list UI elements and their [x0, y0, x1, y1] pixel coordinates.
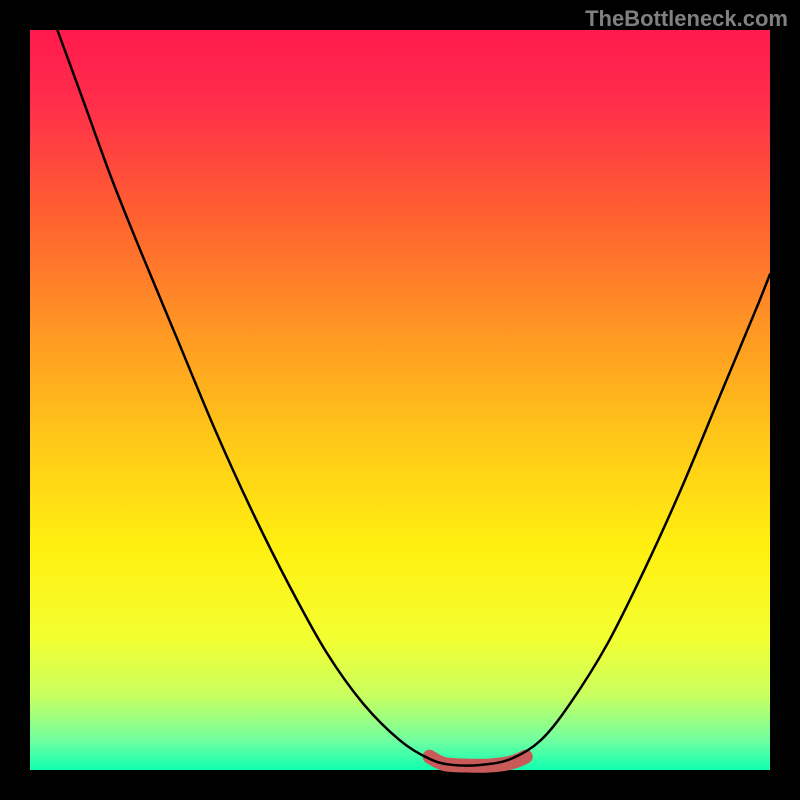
- plot-background: [30, 30, 770, 770]
- watermark-text: TheBottleneck.com: [585, 6, 788, 32]
- bottleneck-chart: [0, 0, 800, 800]
- figure-root: TheBottleneck.com: [0, 0, 800, 800]
